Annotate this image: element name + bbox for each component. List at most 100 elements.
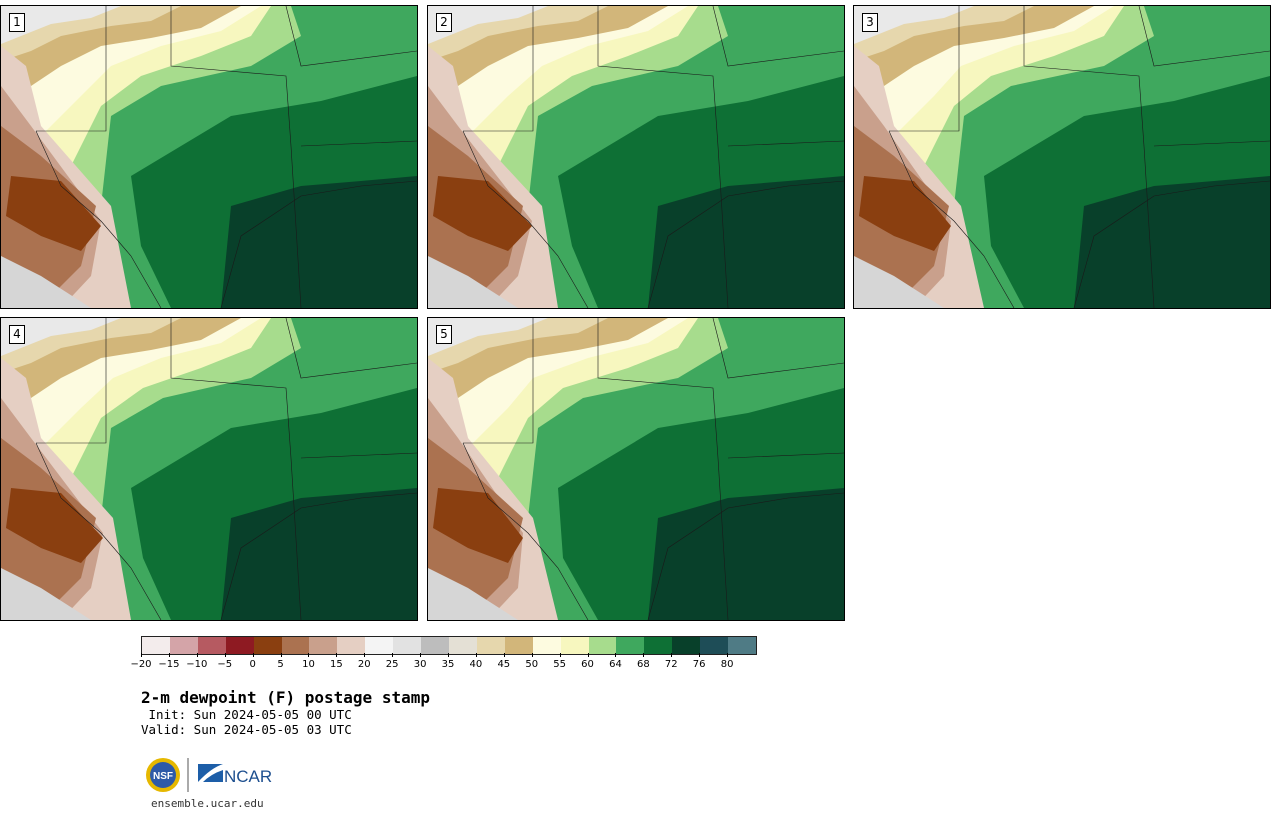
dewpoint-map-panel-5: 5 bbox=[427, 317, 845, 621]
dewpoint-contour-0 bbox=[6, 176, 101, 251]
colorbar-swatch bbox=[253, 637, 282, 654]
dewpoint-map bbox=[428, 6, 844, 308]
svg-text:NCAR: NCAR bbox=[224, 767, 272, 786]
state-border-line bbox=[712, 318, 844, 379]
dewpoint-contour-25 bbox=[428, 256, 518, 308]
country-border-line bbox=[462, 130, 589, 308]
coastline bbox=[1073, 180, 1270, 308]
ncar-logo-icon: NCAR bbox=[198, 764, 272, 786]
colorbar-tick-label: 20 bbox=[357, 659, 371, 670]
coastline bbox=[220, 180, 417, 308]
colorbar-tick-label: 40 bbox=[469, 659, 483, 670]
colorbar-swatch bbox=[197, 637, 226, 654]
member-number-label: 5 bbox=[436, 325, 452, 344]
colorbar-swatch bbox=[142, 637, 170, 654]
colorbar-tick bbox=[336, 653, 338, 657]
coastline bbox=[647, 492, 844, 620]
colorbar-swatch bbox=[309, 637, 338, 654]
colorbar-tick bbox=[392, 653, 394, 657]
colorbar-tick bbox=[643, 653, 645, 657]
dewpoint-contour-0 bbox=[433, 176, 532, 251]
dewpoint-contour-35 bbox=[428, 318, 548, 356]
dewpoint-contour-72 bbox=[648, 176, 844, 308]
dewpoint-contour-0 bbox=[6, 488, 103, 563]
colorbar-swatch bbox=[476, 637, 505, 654]
svg-text:NSF: NSF bbox=[153, 771, 173, 782]
dewpoint-contour-0 bbox=[859, 176, 951, 251]
state-border-line bbox=[36, 6, 107, 132]
colorbar-tick-label: 72 bbox=[664, 659, 678, 670]
state-border-line bbox=[889, 6, 960, 132]
state-border-line bbox=[597, 318, 729, 620]
dewpoint-contour-72 bbox=[221, 488, 417, 620]
colorbar-tick-label: −10 bbox=[186, 659, 208, 670]
colorbar-tick-label: 80 bbox=[720, 659, 734, 670]
colorbar-tick bbox=[531, 653, 533, 657]
colorbar-tick bbox=[727, 653, 729, 657]
state-border-line bbox=[597, 6, 729, 308]
colorbar-tick bbox=[308, 653, 310, 657]
dewpoint-map-panel-3: 3 bbox=[853, 5, 1271, 309]
colorbar-tick-label: 76 bbox=[692, 659, 706, 670]
colorbar-tick bbox=[671, 653, 673, 657]
dewpoint-map-panel-1: 1 bbox=[0, 5, 418, 309]
dewpoint-contour-25 bbox=[428, 568, 518, 620]
colorbar-swatch bbox=[728, 637, 756, 654]
state-border-line bbox=[727, 140, 844, 147]
colorbar-swatch bbox=[365, 637, 394, 654]
colorbar-tick-label: −20 bbox=[130, 659, 152, 670]
dewpoint-contour-35 bbox=[854, 6, 974, 44]
state-border-line bbox=[36, 318, 107, 444]
colorbar-tick bbox=[420, 653, 422, 657]
dewpoint-contour-35 bbox=[1, 318, 121, 356]
colorbar-tick bbox=[475, 653, 477, 657]
colorbar-tick bbox=[224, 653, 226, 657]
colorbar-tick bbox=[196, 653, 198, 657]
state-border-line bbox=[170, 6, 302, 308]
plot-title: 2-m dewpoint (F) postage stamp bbox=[141, 688, 430, 707]
colorbar-tick-label: 45 bbox=[497, 659, 511, 670]
colorbar-tick-label: −5 bbox=[217, 659, 233, 670]
state-border-line bbox=[1153, 140, 1270, 147]
colorbar-tick bbox=[559, 653, 561, 657]
colorbar-swatch bbox=[169, 637, 198, 654]
colorbar-tick-label: 60 bbox=[581, 659, 594, 670]
colorbar-tick-label: 35 bbox=[441, 659, 455, 670]
country-border-line bbox=[888, 130, 1015, 308]
colorbar-tick bbox=[587, 653, 589, 657]
member-number-label: 1 bbox=[9, 13, 25, 32]
member-number-label: 4 bbox=[9, 325, 25, 344]
colorbar-swatch bbox=[532, 637, 561, 654]
colorbar-swatch bbox=[421, 637, 449, 654]
member-number-label: 2 bbox=[436, 13, 452, 32]
state-border-line bbox=[463, 6, 534, 132]
dewpoint-contour-35 bbox=[428, 6, 548, 44]
dewpoint-contour-72 bbox=[1074, 176, 1270, 308]
state-border-line bbox=[727, 452, 844, 459]
state-border-line bbox=[300, 140, 417, 147]
state-border-line bbox=[285, 318, 417, 379]
colorbar-swatch bbox=[644, 637, 673, 654]
colorbar-swatch bbox=[560, 637, 589, 654]
dewpoint-contour-72 bbox=[221, 176, 417, 308]
dewpoint-contour-35 bbox=[1, 6, 121, 44]
nsf-logo-icon: NSF bbox=[146, 758, 180, 792]
colorbar-swatch bbox=[281, 637, 310, 654]
dewpoint-colorbar bbox=[141, 636, 757, 655]
dewpoint-contour-25 bbox=[854, 256, 944, 308]
dewpoint-map bbox=[1, 6, 417, 308]
init-time: Init: Sun 2024-05-05 00 UTC bbox=[141, 707, 352, 722]
colorbar-tick bbox=[699, 653, 701, 657]
colorbar-tick-label: 50 bbox=[525, 659, 539, 670]
colorbar-tick bbox=[448, 653, 449, 657]
member-number-label: 3 bbox=[862, 13, 878, 32]
colorbar-swatch bbox=[337, 637, 366, 654]
colorbar-swatch bbox=[448, 637, 477, 654]
colorbar-tick bbox=[615, 653, 617, 657]
state-border-line bbox=[300, 452, 417, 459]
colorbar-tick-label: 25 bbox=[385, 659, 399, 670]
colorbar-tick bbox=[364, 653, 366, 657]
dewpoint-contour-72 bbox=[648, 488, 844, 620]
dewpoint-contour-0 bbox=[433, 488, 523, 563]
state-border-line bbox=[170, 318, 302, 620]
